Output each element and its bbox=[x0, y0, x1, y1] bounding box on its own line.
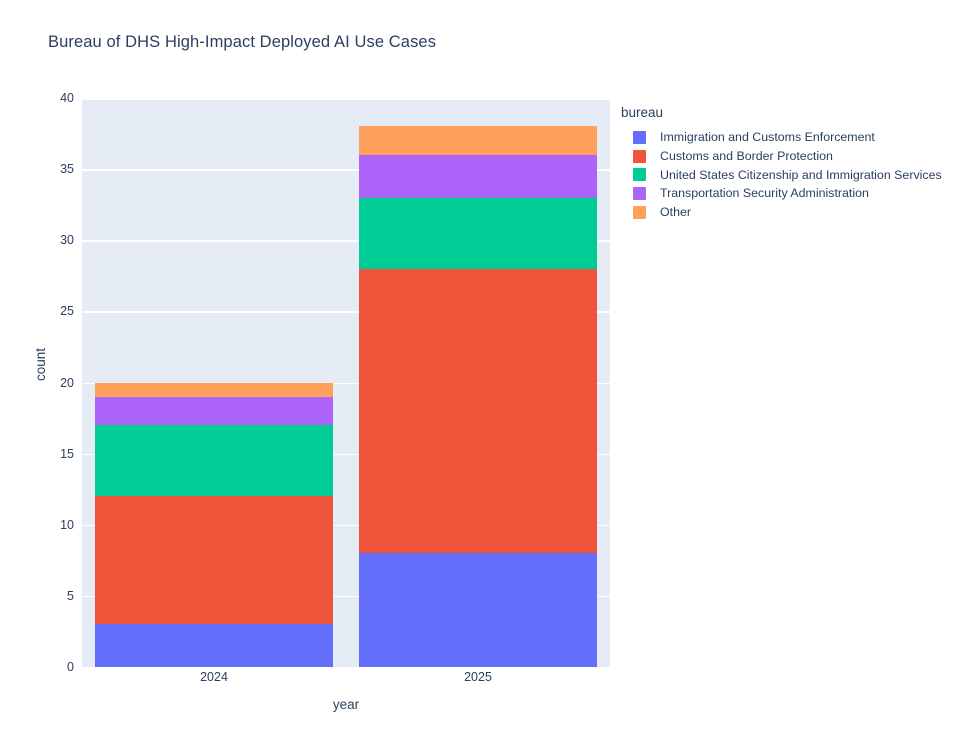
x-axis-tick-2024: 2024 bbox=[200, 670, 228, 684]
bar-group-2024[interactable] bbox=[95, 98, 333, 667]
legend-item[interactable]: Customs and Border Protection bbox=[633, 147, 951, 166]
y-axis-tick-15: 15 bbox=[60, 446, 74, 461]
bar-segment[interactable] bbox=[359, 268, 597, 554]
y-axis-tick-20: 20 bbox=[60, 375, 74, 390]
chart-title: Bureau of DHS High-Impact Deployed AI Us… bbox=[48, 33, 437, 51]
bar-group-2025[interactable] bbox=[359, 98, 597, 667]
legend-item[interactable]: Transportation Security Administration bbox=[633, 184, 951, 203]
bar-segment[interactable] bbox=[95, 624, 333, 667]
gridline-35 bbox=[82, 169, 610, 171]
bar-segment[interactable] bbox=[359, 553, 597, 667]
legend-swatch-icon bbox=[633, 205, 646, 219]
gridline-15 bbox=[82, 453, 610, 456]
bar-segment[interactable] bbox=[95, 496, 333, 625]
gridline-5 bbox=[82, 595, 610, 598]
gridline-25 bbox=[82, 311, 610, 313]
bar-segment[interactable] bbox=[359, 126, 597, 155]
legend-item-label: Customs and Border Protection bbox=[660, 149, 833, 164]
y-axis-title: count bbox=[33, 347, 48, 381]
bar-segment[interactable] bbox=[359, 197, 597, 269]
plot-area bbox=[82, 98, 610, 667]
y-axis-tick-25: 25 bbox=[60, 304, 74, 319]
legend-swatch-icon bbox=[633, 186, 646, 200]
legend-swatch-icon bbox=[633, 149, 646, 163]
x-axis-tick-2025: 2025 bbox=[464, 670, 492, 684]
bar-segment[interactable] bbox=[359, 154, 597, 198]
legend-swatch-icon bbox=[633, 168, 646, 182]
legend-swatch-icon bbox=[633, 130, 646, 144]
y-axis-tick-40: 40 bbox=[60, 91, 74, 105]
legend-item-label: Other bbox=[660, 205, 691, 220]
bar-segment[interactable] bbox=[95, 396, 333, 426]
x-axis-title: year bbox=[332, 697, 360, 712]
legend-item-label: Transportation Security Administration bbox=[660, 186, 869, 201]
legend-item[interactable]: United States Citizenship and Immigratio… bbox=[633, 165, 951, 184]
y-axis-tick-0: 0 bbox=[67, 660, 74, 674]
bar-segment[interactable] bbox=[95, 425, 333, 497]
gridline-20 bbox=[82, 382, 610, 385]
gridline-30 bbox=[82, 240, 610, 242]
legend-title: bureau bbox=[621, 105, 664, 120]
gridline-40 bbox=[82, 98, 610, 100]
legend-item[interactable]: Other bbox=[633, 203, 951, 222]
legend-item-label: Immigration and Customs Enforcement bbox=[660, 130, 875, 145]
legend-item[interactable]: Immigration and Customs Enforcement bbox=[633, 128, 951, 147]
legend-item-label: United States Citizenship and Immigratio… bbox=[660, 167, 942, 182]
y-axis-tick-35: 35 bbox=[60, 162, 74, 177]
gridline-10 bbox=[82, 524, 610, 527]
y-axis-tick-30: 30 bbox=[60, 233, 74, 248]
y-axis-tick-10: 10 bbox=[60, 517, 74, 532]
legend: bureau Immigration and Customs Enforceme… bbox=[621, 105, 951, 221]
bar-segment[interactable] bbox=[95, 382, 333, 397]
y-axis-tick-5: 5 bbox=[67, 588, 74, 603]
legend-items: Immigration and Customs Enforcement Custo… bbox=[621, 128, 951, 221]
